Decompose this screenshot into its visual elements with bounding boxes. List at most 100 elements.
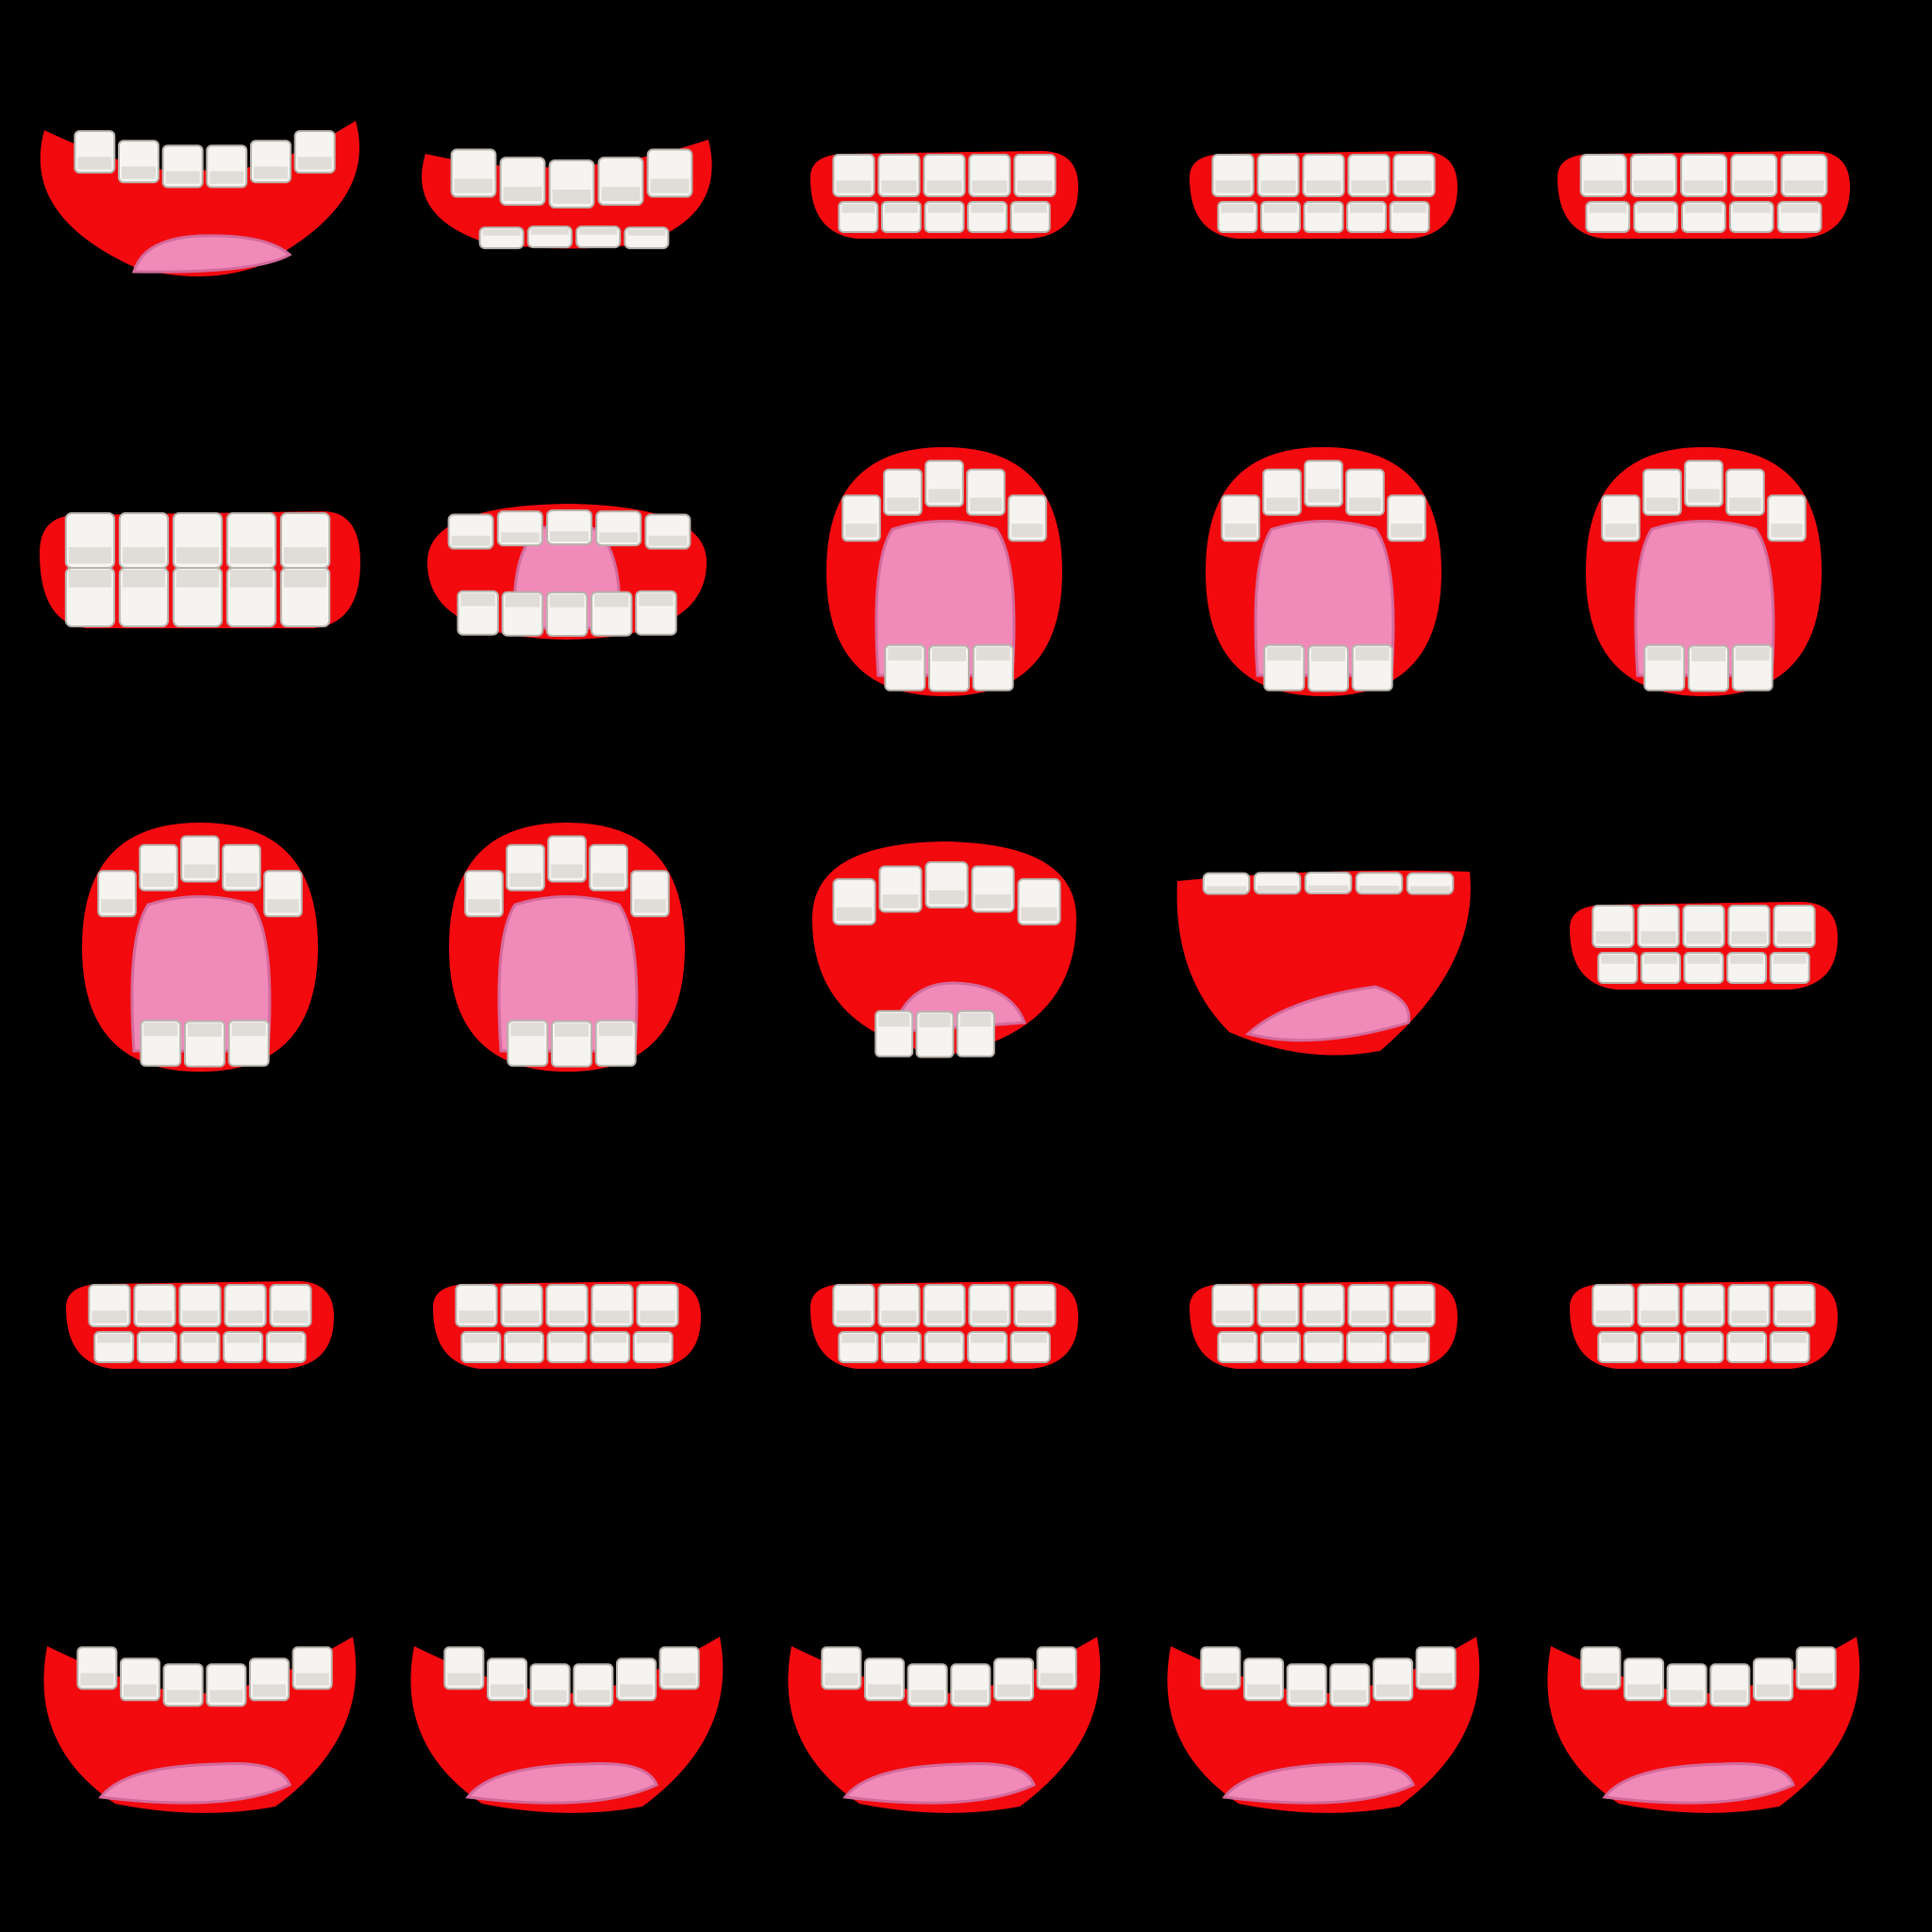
tooth: [658, 1646, 700, 1690]
tooth: [1257, 1284, 1300, 1327]
tooth-shade: [500, 532, 540, 543]
mouth-frame-frown: [1167, 1637, 1480, 1813]
tooth-shade: [549, 1310, 585, 1324]
tooth: [529, 1663, 571, 1707]
tooth: [503, 1331, 544, 1363]
tooth: [880, 201, 922, 233]
tooth-shade: [1732, 204, 1771, 213]
tooth: [1629, 154, 1677, 197]
tooth: [924, 459, 964, 508]
tooth: [967, 201, 1008, 233]
tooth-shade: [1780, 204, 1819, 213]
tooth-shade: [887, 497, 919, 511]
tooth-shade: [620, 1684, 654, 1697]
lower-teeth: [1217, 201, 1430, 233]
mouth-frame-open-round: [826, 447, 1062, 696]
tooth: [1727, 905, 1771, 948]
tooth-shade: [1215, 1310, 1251, 1324]
tooth: [595, 510, 642, 547]
tooth: [923, 154, 966, 197]
tooth-shade: [175, 570, 220, 588]
tooth-shade: [1350, 204, 1384, 213]
tooth: [93, 1331, 135, 1363]
tooth: [1008, 494, 1047, 542]
tooth-shade: [182, 1310, 218, 1324]
tooth-shade: [888, 646, 923, 661]
tooth: [1683, 1331, 1724, 1363]
tooth-shade: [1306, 1310, 1341, 1324]
upper-teeth: [1579, 154, 1828, 197]
tooth-shade: [166, 1690, 200, 1703]
tooth: [1217, 1331, 1258, 1363]
tongue: [465, 1762, 658, 1805]
mouth-frame-closed: [1570, 902, 1838, 990]
tooth: [97, 870, 137, 918]
tooth-shade: [267, 899, 299, 913]
tooth-shade: [954, 1690, 988, 1703]
tooth-shade: [881, 180, 917, 193]
tooth-shade: [926, 1310, 962, 1324]
lower-teeth: [874, 1009, 995, 1058]
upper-teeth: [64, 512, 331, 569]
tooth: [1730, 154, 1778, 197]
tooth-shade: [1686, 931, 1722, 944]
tooth: [1597, 952, 1639, 984]
tooth: [1307, 644, 1349, 692]
tooth: [1681, 201, 1726, 233]
upper-teeth: [74, 130, 336, 189]
tooth-shade: [225, 873, 258, 887]
tooth: [878, 865, 923, 913]
tooth: [1682, 1284, 1725, 1327]
tooth: [968, 1284, 1011, 1327]
tooth-shade: [505, 593, 541, 608]
tooth-shade: [464, 1334, 498, 1343]
mouth-frame-smile-closed: [422, 140, 712, 250]
tooth-shade: [226, 1334, 260, 1343]
upper-teeth: [1591, 905, 1816, 948]
tooth: [1355, 872, 1404, 895]
tooth: [877, 154, 921, 197]
tooth: [1773, 1284, 1816, 1327]
tooth-shade: [1350, 1334, 1384, 1343]
tooth: [1009, 201, 1051, 233]
mouth-frame-closed: [810, 1281, 1078, 1369]
tooth: [180, 835, 220, 883]
tooth-shade: [1627, 1684, 1661, 1697]
tooth: [1392, 1284, 1436, 1327]
tooth-shade: [927, 204, 961, 213]
tooth-shade: [1646, 497, 1678, 511]
tooth: [1795, 1646, 1837, 1690]
tooth: [924, 201, 965, 233]
tooth-shade: [1221, 204, 1255, 213]
tooth-shade: [97, 1334, 131, 1343]
tooth-shade: [122, 547, 166, 564]
tooth-shade: [841, 1334, 875, 1343]
tongue: [874, 520, 1016, 677]
tooth-shade: [142, 873, 175, 887]
lower-teeth: [140, 1019, 270, 1068]
tooth-shade: [1307, 885, 1349, 892]
tooth: [950, 1663, 991, 1707]
tooth: [1302, 1284, 1345, 1327]
tooth-shade: [1729, 497, 1761, 511]
tooth-shade: [530, 228, 569, 235]
tooth-shade: [510, 1022, 545, 1037]
tooth-shade: [1687, 955, 1721, 964]
tooth: [1728, 201, 1774, 233]
tooth: [1776, 201, 1823, 233]
tooth-shade: [1017, 180, 1053, 193]
tooth-shade: [68, 570, 112, 588]
tooth-shade: [1358, 885, 1400, 892]
tooth-shade: [593, 1334, 627, 1343]
tooth: [179, 1331, 221, 1363]
tooth-shade: [1647, 646, 1682, 661]
tongue: [497, 895, 639, 1053]
tooth-shade: [1263, 1334, 1297, 1343]
tooth-shade: [1731, 931, 1767, 944]
tooth-shade: [491, 1684, 525, 1697]
tooth: [1211, 154, 1255, 197]
tooth: [545, 591, 589, 637]
mouth-frame-closed: [810, 151, 1078, 239]
tooth: [265, 1331, 307, 1363]
